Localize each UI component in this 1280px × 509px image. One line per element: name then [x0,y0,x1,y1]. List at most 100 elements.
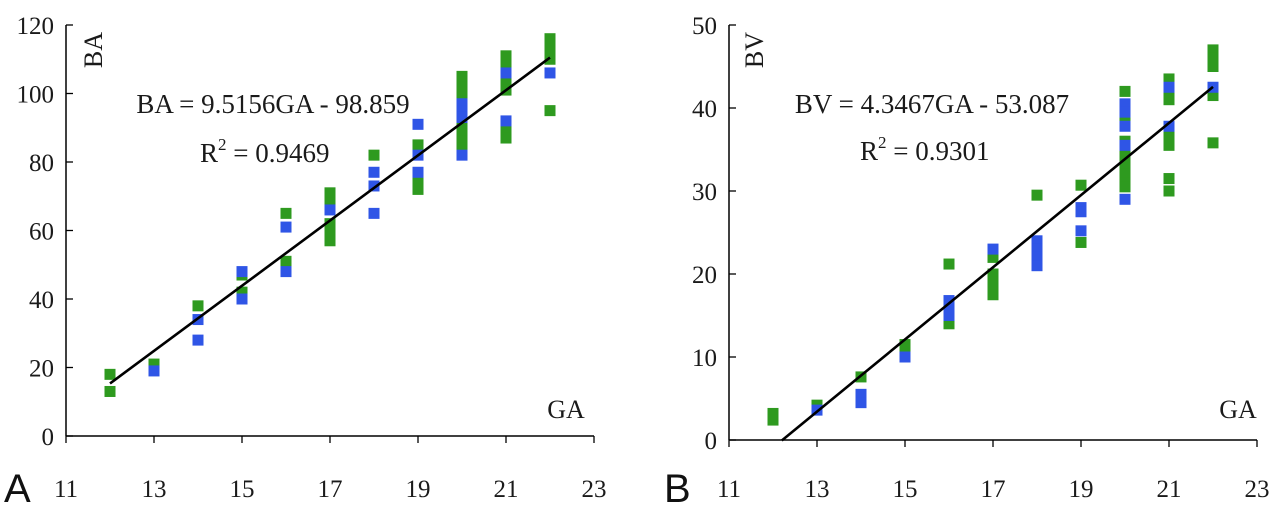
panel-b-data-point [767,407,779,419]
panel-b-data-point [943,258,955,270]
panel-b-data-point [1163,139,1175,151]
panel-a-trendline [109,56,551,385]
panel-a-data-point [280,266,292,278]
panel-b-data-point [943,301,955,313]
panel-b-x-tick-label: 19 [1069,476,1094,503]
panel-a-data-point [456,149,468,161]
panel-b-data-point [1207,137,1219,149]
panel-a-data-point [456,91,468,103]
panel-b-data-point [1119,98,1131,110]
panel-a-data-point [500,67,512,79]
panel-b-data-point [1031,260,1043,272]
panel-a-data-point [324,218,336,230]
panel-a-data-point [500,50,512,62]
panel-a-data-point [456,111,468,123]
panel-a-data-point [368,207,380,219]
panel-a-y-tick-label: 20 [29,356,54,383]
panel-b-data-point [943,310,955,321]
panel-a-r-squared: R2 = 0.9469 [200,135,330,168]
panel-b-data-point [1207,61,1219,72]
panel-a-x-tick-label: 11 [54,476,78,503]
panel-b-data-point [767,414,779,426]
panel-a-data-point [456,70,468,82]
panel-a-data-point [544,43,556,55]
panel-b-x-tick-label: 15 [893,476,918,503]
panel-a-data-point [368,180,380,192]
panel-a-data-point [104,385,116,397]
panel-a-data-point [324,204,336,216]
panel-b-trendline [780,85,1214,442]
panel-a-x-tick-label: 19 [406,476,431,503]
panel-b-data-point [1119,160,1131,172]
panel-a-y-tick-label: 0 [42,424,55,451]
panel-b-data-point [1163,73,1175,85]
panel-a-data-point [280,207,292,219]
panel-b-r-squared: R2 = 0.9301 [860,133,990,166]
panel-b-data-point [1119,120,1131,132]
panel-a-data-point [280,255,292,267]
panel-b-data-point [1119,114,1131,126]
panel-b-y-axis-title: BV [740,32,769,68]
panel-b-data-point [1163,81,1175,93]
panel-a-y-tick-label: 80 [29,150,54,177]
panel-b-y-tick-label: 0 [705,428,718,455]
plot-layer: 0 20 40 60 80 100 120 11 13 15 17 19 21 23 0 10 20 30 40 50… [17,13,1270,503]
panel-b-data-point [1207,90,1219,102]
panel-b-data-point [855,397,867,409]
panel-a-data-point [412,139,424,151]
panel-b-x-tick-label: 17 [981,476,1006,503]
panel-a-data-point [456,81,468,93]
panel-a-data-point [412,118,424,130]
panel-b-data-point [1075,206,1087,218]
panel-a-x-axis-title: GA [547,395,585,424]
panel-a-data-point [456,135,468,147]
panel-a-equation: BA = 9.5156GA - 98.859 [136,89,409,119]
panel-a-y-tick-label: 100 [17,82,55,109]
panel-a-data-point [192,334,204,346]
panel-a-data-point [324,187,336,199]
panel-a-x-tick-label: 15 [230,476,255,503]
panel-b-data-point [1207,44,1219,56]
panel-b-data-point [1119,106,1131,118]
panel-b-data-point [1031,235,1043,247]
panel-b-x-tick-label: 21 [1157,476,1182,503]
panel-a-data-point [148,358,160,370]
panel-b-data-point [1163,94,1175,106]
panel-a-data-point [544,53,556,65]
panel-a-data-point [412,166,424,178]
panel-b-x-tick-label: 11 [717,476,741,503]
panel-b-data-point [1075,225,1087,237]
panel-a-data-point [456,105,468,117]
panel-b-y-tick-label: 10 [692,345,717,372]
panel-a-data-point [236,266,248,278]
panel-b-data-point [987,280,999,292]
panel-a-y-tick-label: 120 [17,13,55,40]
panel-a-data-point [368,166,380,178]
panel-b-data-point [899,351,911,363]
panel-a-data-point [104,368,116,380]
panel-b-data-point [987,289,999,301]
panel-b-data-point [987,243,999,255]
panel-b-data-point [1075,236,1087,248]
panel-a-data-point [412,183,424,195]
panel-b-data-point [987,268,999,280]
panel-a-data-point [236,293,248,305]
panel-b-equation: BV = 4.3467GA - 53.087 [795,89,1069,119]
panel-b-data-point [1031,189,1043,201]
panel-b-data-point [987,251,999,263]
panel-b-data-point [1075,179,1087,191]
panel-b-y-tick-label: 40 [692,96,717,123]
panel-b-data-point [1031,251,1043,263]
panel-b-data-point [1119,193,1131,205]
panel-a-data-point [324,225,336,236]
panel-a-y-axis-title: BA [79,32,108,68]
panel-a-data-point [324,197,336,209]
panel-a-data-point [500,60,512,72]
panel-a-data-point [236,286,248,298]
panel-b-data-point [1163,185,1175,197]
panel-a-x-tick-label: 13 [142,476,167,503]
panel-a-data-point [544,105,556,117]
panel-b-data-point [943,295,955,307]
panel-b-y-tick-label: 30 [692,179,717,206]
